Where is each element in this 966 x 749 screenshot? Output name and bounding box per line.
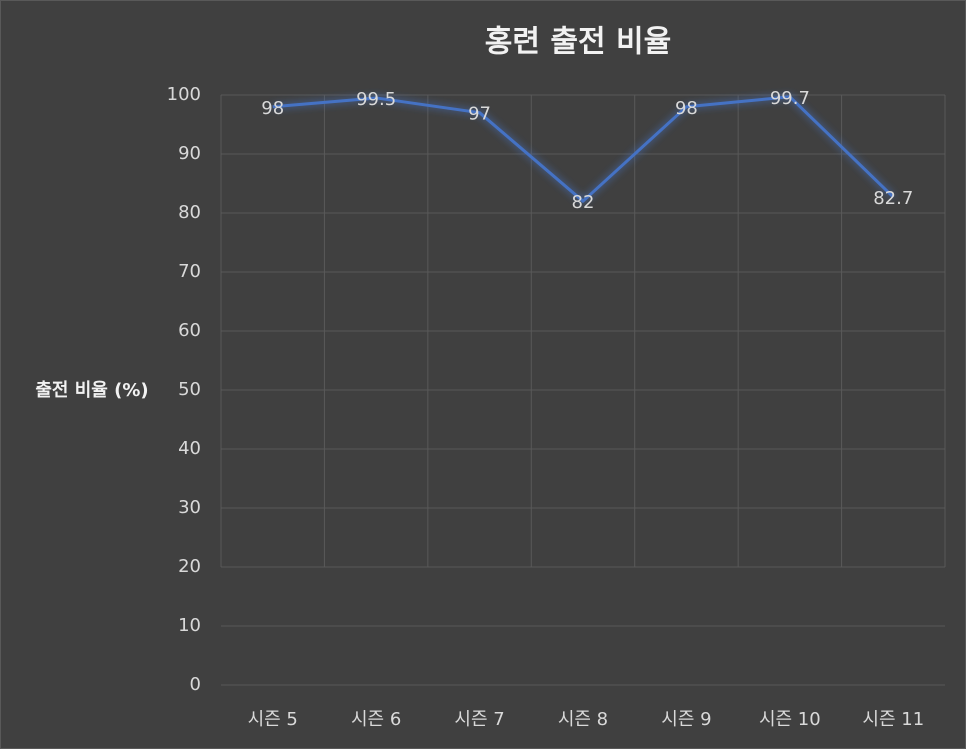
- data-label: 82.7: [873, 188, 913, 209]
- x-tick-label: 시즌 7: [454, 709, 504, 730]
- data-label: 99.7: [770, 88, 810, 109]
- x-tick-label: 시즌 5: [248, 709, 298, 730]
- data-line: [272, 95, 895, 203]
- chart-title: 홍련 출전 비율: [485, 25, 672, 60]
- x-tick-label: 시즌 11: [862, 709, 924, 730]
- data-label: 98: [675, 98, 698, 119]
- y-tick-label: 30: [178, 497, 201, 518]
- x-tick-label: 시즌 8: [558, 709, 608, 730]
- y-tick-label: 50: [178, 379, 201, 400]
- y-tick-label: 60: [178, 320, 201, 341]
- y-tick-label: 40: [178, 438, 201, 459]
- x-tick-label: 시즌 9: [661, 709, 711, 730]
- y-tick-label: 10: [178, 615, 201, 636]
- data-label: 97: [468, 104, 491, 125]
- y-tick-label: 100: [167, 84, 201, 105]
- data-label: 98: [261, 98, 284, 119]
- data-label: 99.5: [356, 89, 396, 110]
- y-tick-label: 70: [178, 261, 201, 282]
- data-label: 82: [572, 192, 595, 213]
- y-tick-label: 0: [190, 674, 201, 695]
- y-tick-label: 20: [178, 556, 201, 577]
- y-tick-label: 90: [178, 143, 201, 164]
- y-tick-label: 80: [178, 202, 201, 223]
- y-axis-label: 출전 비율 (%): [35, 380, 148, 401]
- x-tick-label: 시즌 10: [759, 709, 821, 730]
- x-tick-label: 시즌 6: [351, 709, 401, 730]
